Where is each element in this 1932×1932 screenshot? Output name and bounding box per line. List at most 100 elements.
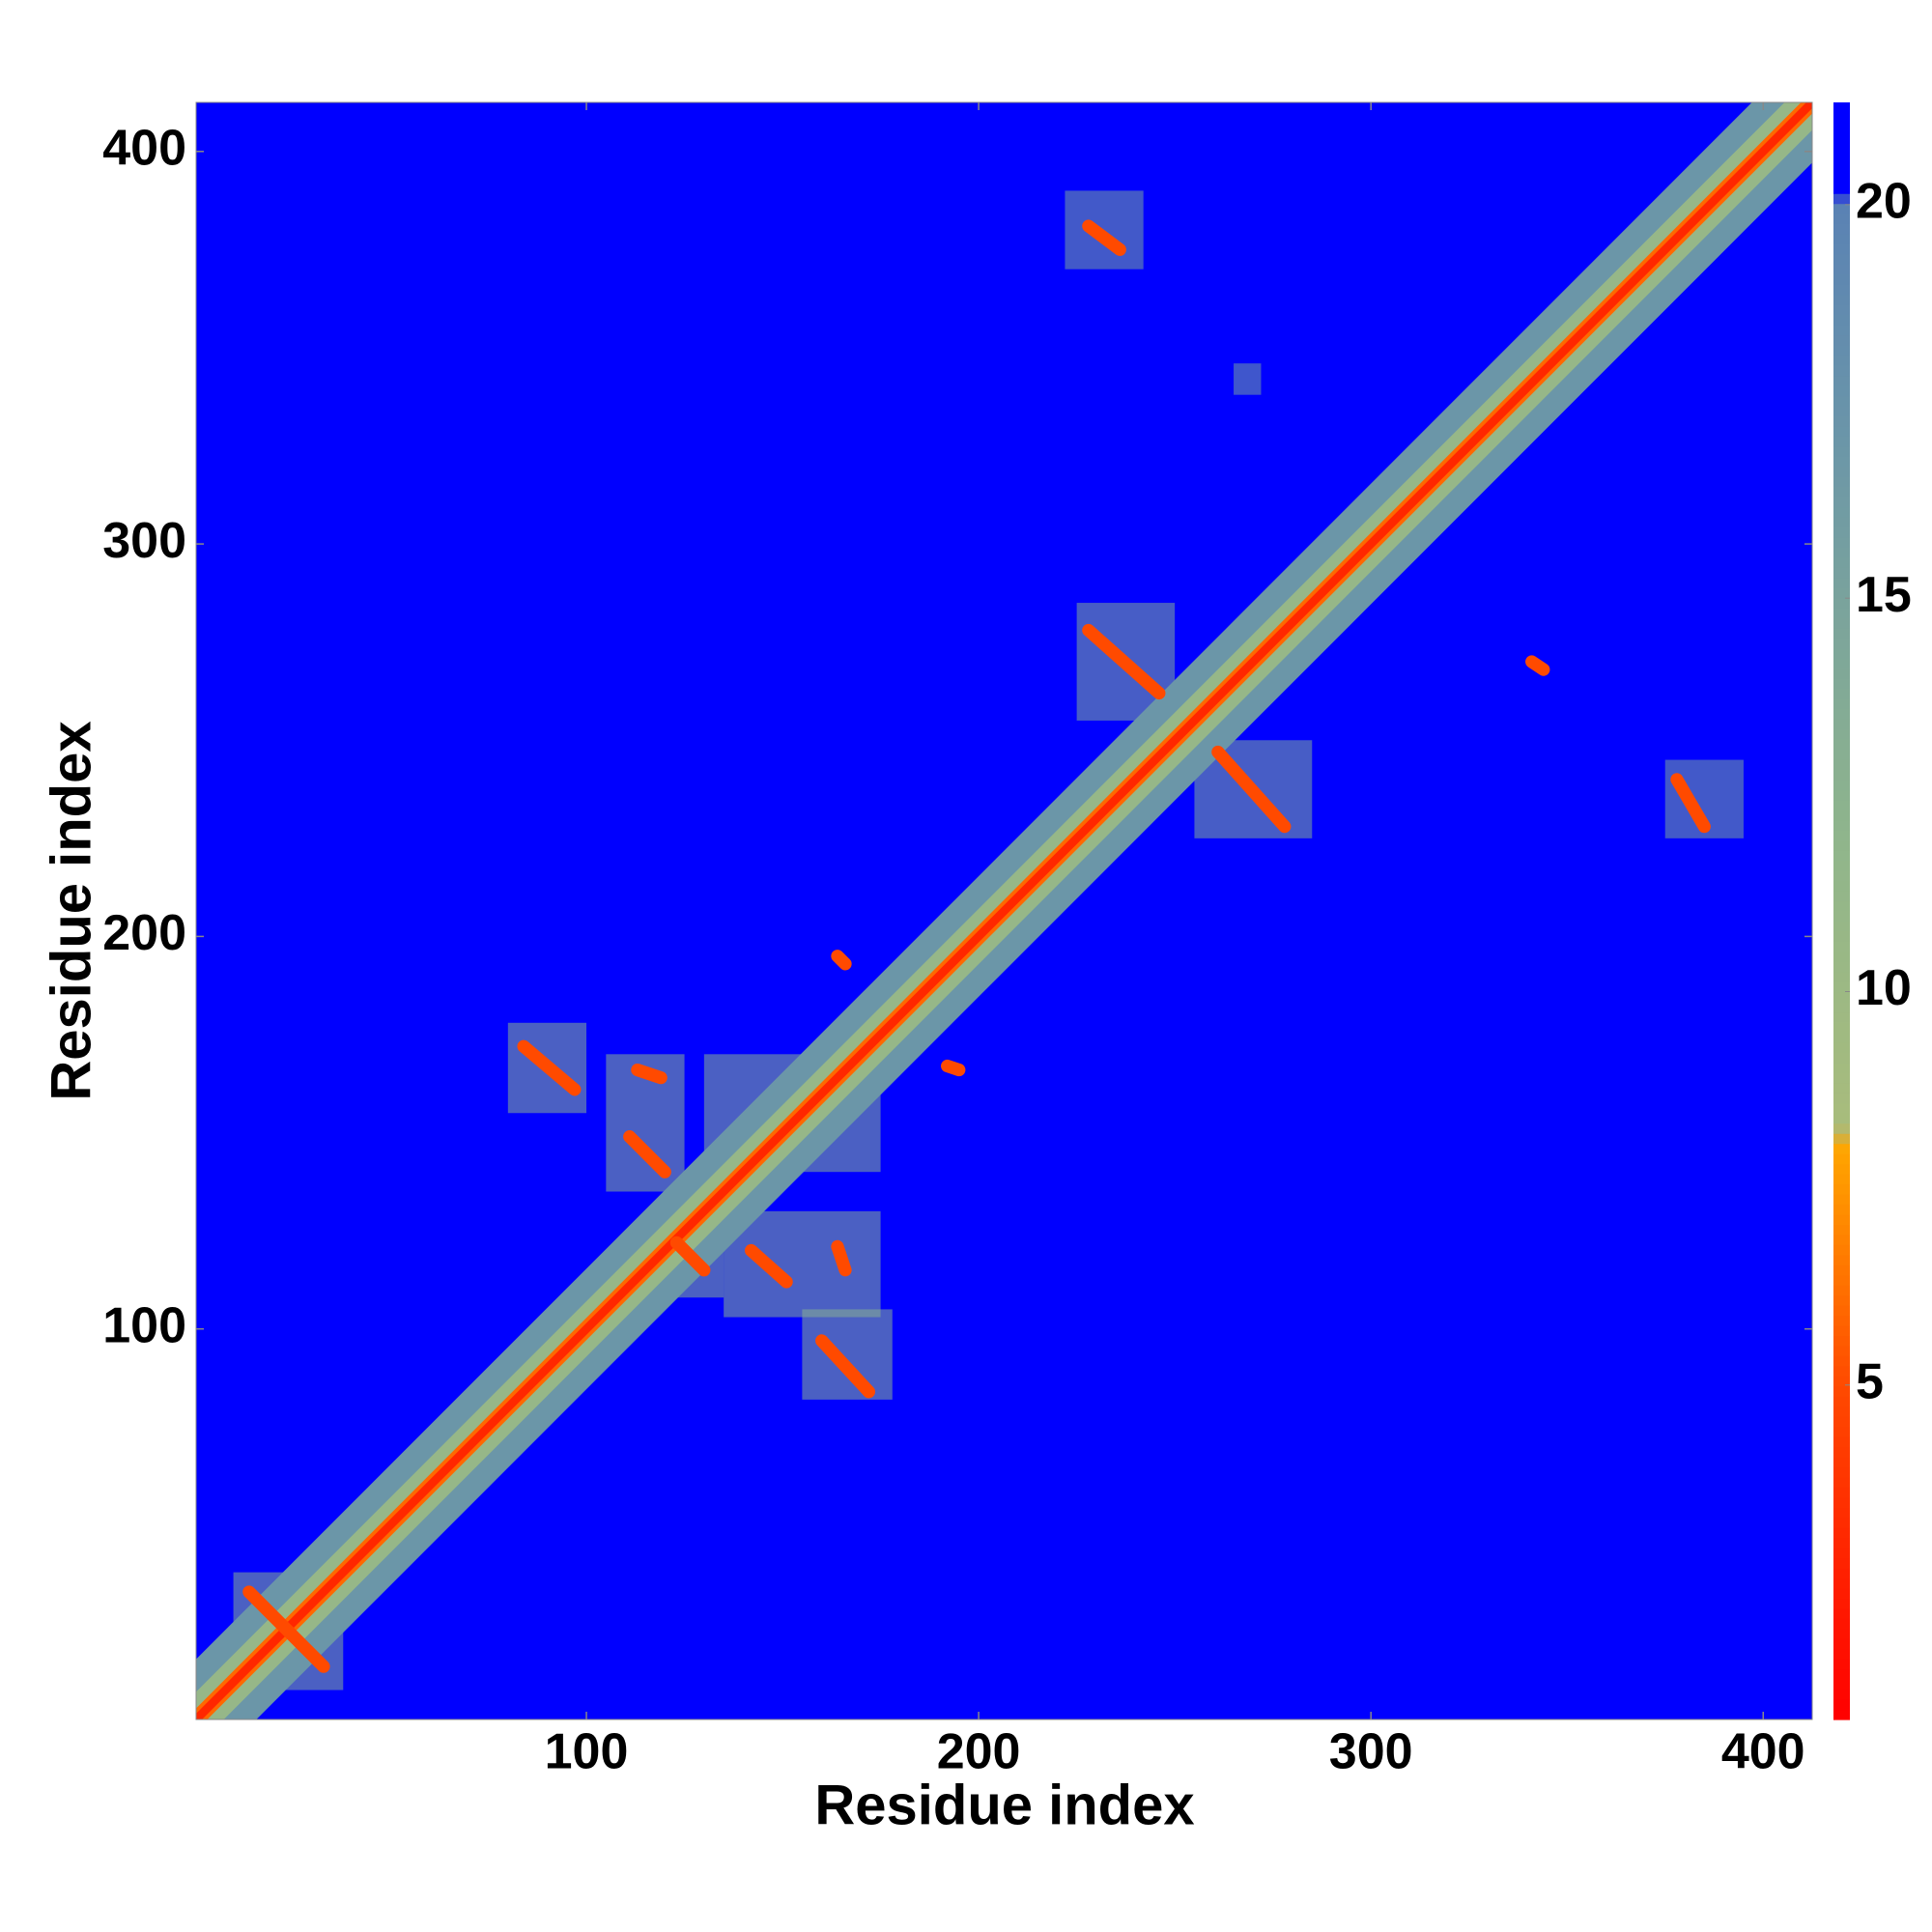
colorbar-step [1833, 415, 1850, 427]
colorbar-step [1833, 1113, 1850, 1124]
colorbar-step [1833, 1213, 1850, 1225]
colorbar-tick-label: 5 [1856, 1354, 1884, 1410]
x-axis-title: Residue index [814, 1774, 1194, 1836]
colorbar-step [1833, 1436, 1850, 1448]
contact-patch [802, 1309, 893, 1400]
y-tick-label: 400 [102, 121, 186, 177]
colorbar-step [1833, 1396, 1850, 1407]
contact-band [744, 1243, 793, 1289]
colorbar-step [1833, 1618, 1850, 1630]
colorbar-step [1833, 850, 1850, 862]
contact-band [815, 1334, 876, 1399]
colorbar-step [1833, 749, 1850, 760]
colorbar-step [1833, 1022, 1850, 1034]
colorbar-step [1833, 1002, 1850, 1013]
colorbar-step [1833, 456, 1850, 468]
colorbar-step [1833, 1548, 1850, 1559]
colorbar-step [1833, 314, 1850, 326]
colorbar-step [1833, 769, 1850, 781]
colorbar-step [1833, 1446, 1850, 1458]
colorbar-step [1833, 1507, 1850, 1519]
colorbar-step [1833, 102, 1850, 114]
colorbar-step [1833, 284, 1850, 296]
colorbar-step [1833, 658, 1850, 669]
colorbar-step [1833, 1587, 1850, 1600]
contact-band [631, 1063, 668, 1085]
colorbar-step [1833, 1426, 1850, 1437]
colorbar-step [1833, 142, 1850, 154]
colorbar-tick-label: 20 [1856, 174, 1912, 230]
colorbar-step [1833, 122, 1850, 133]
contact-band [1082, 623, 1166, 700]
colorbar-step [1833, 486, 1850, 497]
colorbar-step [1833, 911, 1850, 923]
y-tick-label: 100 [102, 1297, 186, 1353]
contact-patch [1234, 363, 1262, 395]
colorbar-step [1833, 1093, 1850, 1104]
contact-band [623, 1130, 671, 1179]
colorbar-step [1833, 1133, 1850, 1145]
colorbar-step [1833, 355, 1850, 366]
colorbar-step [1833, 264, 1850, 275]
colorbar-step [1833, 1174, 1850, 1185]
y-axis-title: Residue index [40, 721, 102, 1100]
colorbar-step [1833, 365, 1850, 377]
colorbar-step [1833, 638, 1850, 649]
plot-area [196, 102, 1812, 1719]
contact-band [242, 1585, 330, 1673]
contact-band [196, 102, 1812, 1719]
colorbar-step [1833, 739, 1850, 751]
colorbar-step [1833, 1456, 1850, 1468]
colorbar-step [1833, 698, 1850, 710]
y-tick-label: 200 [102, 905, 186, 961]
colorbar-step [1833, 1406, 1850, 1417]
colorbar-step [1833, 162, 1850, 174]
colorbar-step [1833, 860, 1850, 871]
colorbar-step [1833, 1011, 1850, 1023]
colorbar-step [1833, 506, 1850, 518]
colorbar-step [1833, 839, 1850, 851]
colorbar-step [1833, 234, 1850, 245]
colorbar-step [1833, 597, 1850, 609]
colorbar-step [1833, 334, 1850, 346]
colorbar-step [1833, 1648, 1850, 1660]
colorbar-step [1833, 900, 1850, 912]
colorbar-step [1833, 870, 1850, 882]
colorbar-tick-label: 15 [1856, 567, 1912, 623]
colorbar-step [1833, 325, 1850, 336]
colorbar-step [1833, 1577, 1850, 1589]
colorbar-step [1833, 1416, 1850, 1428]
contact-patch [724, 1210, 881, 1318]
colorbar-step [1833, 1628, 1850, 1639]
colorbar-step [1833, 1324, 1850, 1337]
colorbar-step [1833, 294, 1850, 305]
colorbar-step [1833, 759, 1850, 771]
colorbar-step [1833, 1193, 1850, 1206]
colorbar-step [1833, 587, 1850, 599]
colorbar-step [1833, 516, 1850, 528]
colorbar-step [1833, 213, 1850, 225]
colorbar-step [1833, 1476, 1850, 1488]
colorbar-step [1833, 617, 1850, 629]
colorbar-step [1833, 273, 1850, 285]
colorbar-step [1833, 556, 1850, 568]
colorbar-step [1833, 1254, 1850, 1265]
colorbar-step [1833, 1335, 1850, 1347]
colorbar-step [1833, 1042, 1850, 1054]
colorbar-step [1833, 1638, 1850, 1650]
colorbar-step [1833, 880, 1850, 892]
colorbar-step [1833, 1659, 1850, 1670]
colorbar-step [1833, 1365, 1850, 1377]
colorbar-step [1833, 719, 1850, 730]
y-tick-label: 300 [102, 513, 186, 569]
colorbar-step [1833, 1607, 1850, 1619]
colorbar-step [1833, 436, 1850, 447]
colorbar-step [1833, 577, 1850, 588]
plot-frame [195, 101, 1813, 1720]
colorbar-step [1833, 375, 1850, 386]
colorbar-step [1833, 1527, 1850, 1539]
colorbar-step [1833, 1699, 1850, 1711]
colorbar-step [1833, 891, 1850, 902]
x-tick-label: 300 [1329, 1724, 1413, 1780]
contact-band [669, 1236, 711, 1277]
